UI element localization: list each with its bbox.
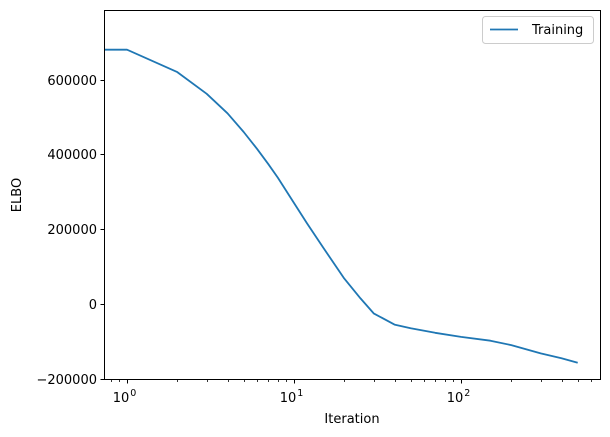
series-line-training [104, 48, 578, 364]
y-tick-label: −200000 [36, 373, 97, 388]
x-tick-label: 101 [280, 388, 304, 406]
y-axis-label: ELBO [10, 178, 25, 212]
axes-frame [104, 10, 601, 380]
x-axis-label: Iteration [324, 412, 379, 427]
x-tick-label: 100 [113, 388, 137, 406]
y-tick-label: 0 [89, 298, 97, 313]
y-tick-label: 400000 [47, 148, 97, 163]
legend: Training [482, 16, 594, 44]
plot-area [104, 48, 578, 364]
y-tick-label: 200000 [47, 223, 97, 238]
legend-label-training: Training [531, 23, 583, 38]
y-tick-label: 600000 [47, 74, 97, 89]
legend-box [482, 16, 594, 44]
y-axis-ticks: −200000 0 200000 400000 600000 [36, 74, 105, 388]
x-axis-ticks: 100 101 102 [111, 379, 592, 406]
x-tick-label: 102 [447, 388, 471, 406]
